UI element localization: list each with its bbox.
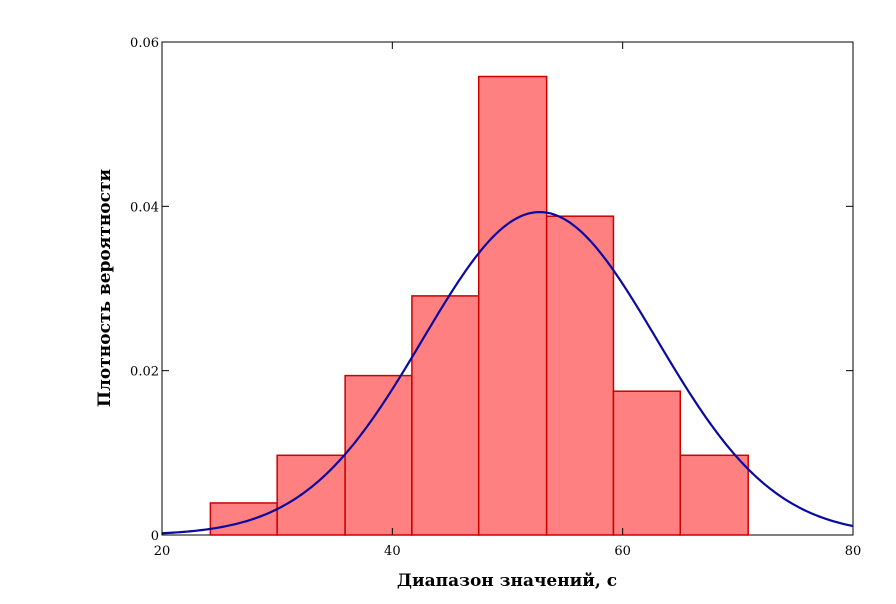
histogram-bar [612, 390, 681, 536]
y-tick-labels: 0 0.02 0.04 0.06 [130, 36, 159, 544]
x-axis-title: Диапазон значений, с [397, 571, 617, 591]
y-tick-label: 0.06 [130, 36, 159, 51]
histogram-bar [477, 75, 548, 536]
y-tick-label: 0 [151, 529, 159, 544]
histogram-bar [276, 454, 346, 536]
histogram-bar [344, 374, 413, 536]
histogram-bar [679, 454, 749, 536]
bars-group [209, 75, 749, 536]
y-tick-label: 0.02 [130, 365, 159, 380]
histogram-bar [545, 215, 615, 536]
histogram-bar [411, 295, 480, 536]
x-tick-labels: 20 40 60 80 [154, 544, 862, 559]
x-tick-label: 80 [845, 544, 862, 559]
x-tick-label: 20 [154, 544, 171, 559]
y-tick-label: 0.04 [130, 200, 159, 215]
ticks-group [161, 41, 854, 536]
histogram-bar [209, 502, 278, 536]
y-axis-title: Плотность вероятности [95, 168, 115, 407]
density-curve [161, 210, 854, 535]
x-tick-label: 40 [384, 544, 401, 559]
x-tick-label: 60 [614, 544, 631, 559]
